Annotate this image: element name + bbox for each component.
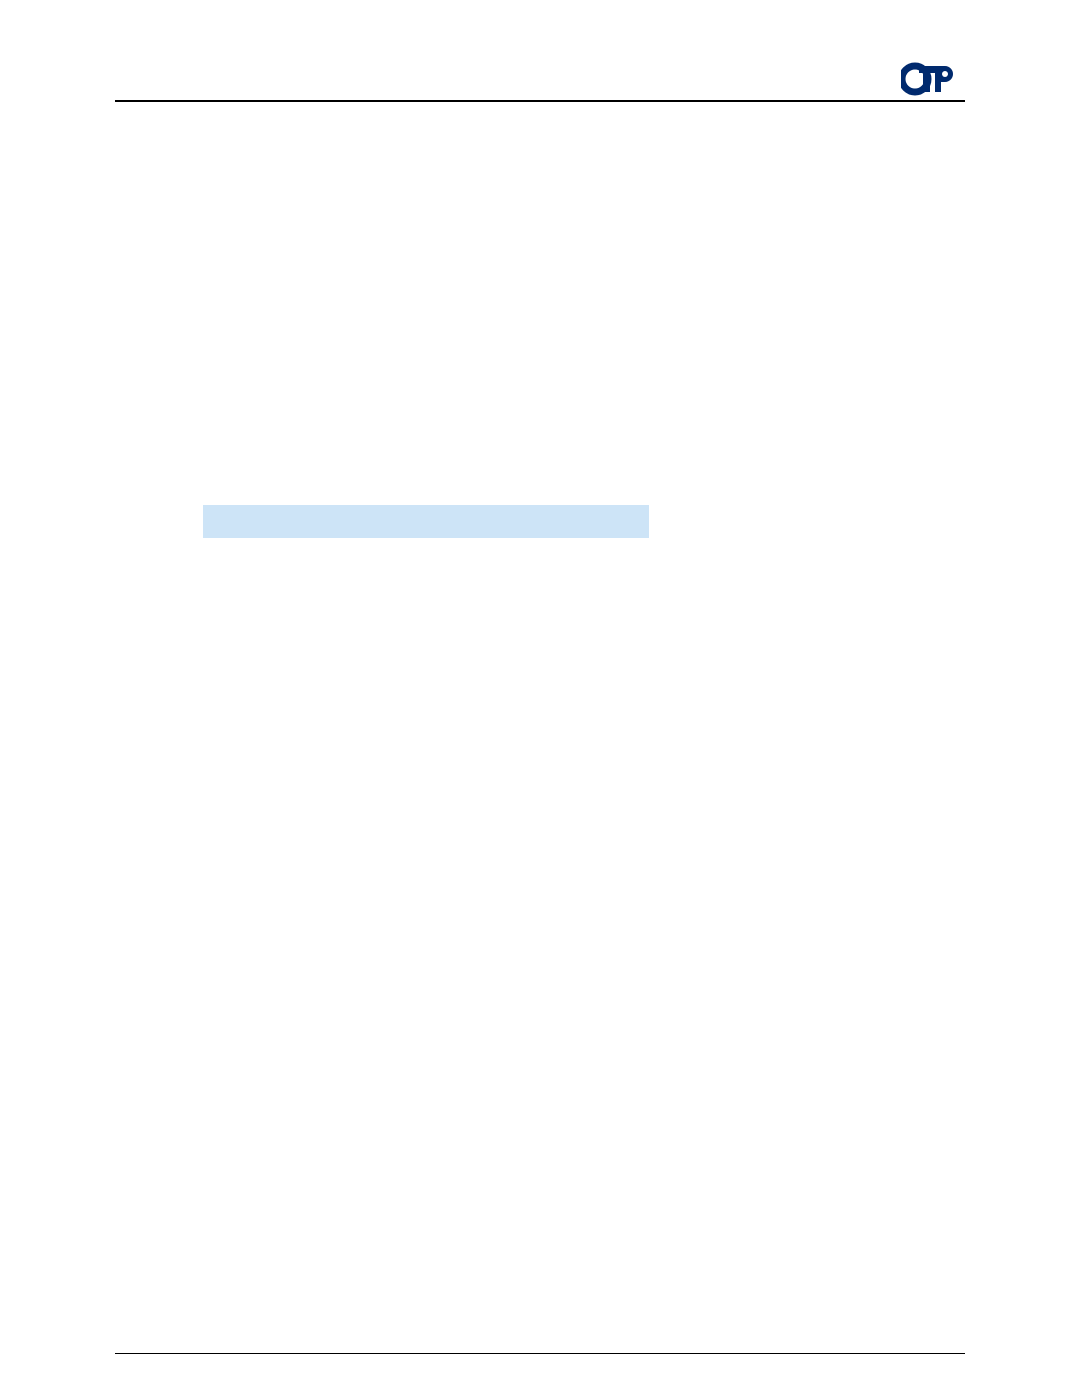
page-header: [115, 60, 965, 102]
ctp-logo-icon: [901, 60, 955, 98]
page-footer: [115, 1353, 965, 1357]
can-bus-diagram: [175, 130, 905, 495]
company-logo-block: [901, 60, 965, 98]
note-box: [203, 505, 649, 538]
